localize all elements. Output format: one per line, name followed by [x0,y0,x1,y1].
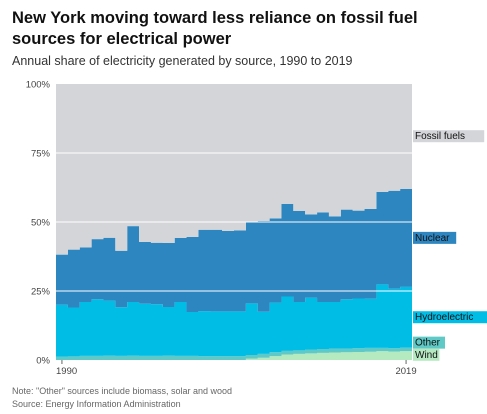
area-other [56,347,412,360]
chart-subtitle: Annual share of electricity generated by… [12,54,353,68]
series-label-bg-other [413,336,445,349]
series-label-nuclear: Nuclear [415,233,450,244]
y-axis: 0% 25% 50% 75% 100% [26,80,51,367]
series-label-bg-wind [413,348,440,361]
series-label-wind: Wind [415,350,438,361]
series-label-bg-hydro [413,311,487,324]
y-tick-label: 50% [31,218,51,229]
y-tick-label: 75% [31,149,51,160]
y-tick-label: 0% [36,356,50,367]
area-layer [56,84,412,360]
area-fossil [56,84,412,255]
chart-title: New York moving toward less reliance on … [12,9,418,48]
x-tick-label: 1990 [56,366,77,377]
x-axis: 1990 2019 [56,360,417,377]
series-label-hydro: Hydroelectric [415,312,473,323]
series-labels: Fossil fuels Nuclear Hydroelectric OtherWin… [413,130,487,361]
area-hydro [56,284,412,357]
x-tick-label: 2019 [395,366,416,377]
series-label-bg-nuclear [413,231,457,244]
gridline-layer [56,152,412,292]
chart-source: Source: Energy Information Administratio… [12,399,181,409]
y-tick-label: 25% [31,287,51,298]
stacked-area-chart: 0% 25% 50% 75% 100% 1990 2019 Fossil fuels Nuc… [26,80,487,377]
y-tick-label: 100% [26,80,51,91]
area-wind [56,351,412,360]
chart-note: Note: "Other" sources include biomass, s… [12,386,232,396]
series-label-other: Other [415,338,441,349]
series-label-fossil: Fossil fuels [415,131,465,142]
series-label-bg-fossil [413,130,485,143]
area-nuclear [56,188,412,312]
